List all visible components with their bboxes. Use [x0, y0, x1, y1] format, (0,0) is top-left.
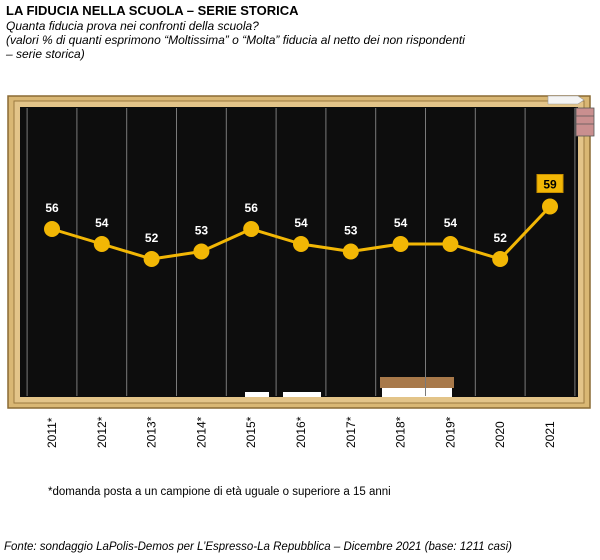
- footnote: *domanda posta a un campione di età ugua…: [48, 486, 391, 498]
- data-label-box: [536, 174, 564, 193]
- data-point: [44, 221, 60, 237]
- data-label: 53: [195, 224, 209, 238]
- chalk-piece-icon: [283, 392, 321, 397]
- subtitle-line-1: Quanta fiducia prova nei confronti della…: [6, 19, 259, 33]
- board-eraser-base-icon: [382, 388, 452, 397]
- data-label: 54: [294, 216, 308, 230]
- data-point: [492, 251, 509, 267]
- x-tick-label: 2017*: [344, 416, 358, 448]
- series-points: [44, 198, 558, 267]
- data-label: 53: [344, 224, 358, 238]
- subtitle-line-2: (valori % di quanti esprimono “Moltissim…: [6, 33, 465, 47]
- x-tick-label: 2016*: [294, 416, 308, 448]
- x-tick-label: 2021: [543, 421, 557, 448]
- data-point: [293, 236, 309, 252]
- data-label: 56: [45, 201, 59, 215]
- grid-lines: [26, 108, 576, 396]
- data-point: [342, 243, 359, 260]
- x-tick-label: 2018*: [394, 416, 408, 448]
- data-label: 56: [245, 201, 259, 215]
- blackboard: [20, 107, 578, 397]
- source-note: Fonte: sondaggio LaPolis-Demos per L’Esp…: [4, 541, 512, 553]
- data-point: [392, 236, 409, 252]
- data-point: [193, 243, 210, 260]
- x-tick-label: 2014*: [194, 416, 208, 448]
- data-label: 54: [95, 216, 109, 230]
- x-axis-ticks: 2011* 2012* 2013* 2014* 2015* 2016* 2017* 2018*…: [45, 416, 557, 448]
- data-label: 52: [494, 231, 508, 245]
- chart-title: LA FIDUCIA NELLA SCUOLA – SERIE STORICA: [6, 3, 299, 18]
- x-tick-label: 2011*: [45, 417, 59, 448]
- x-tick-label: 2013*: [145, 416, 159, 448]
- data-labels: 56 54 52 53 56 54 53 54 54 52 59: [45, 174, 564, 245]
- data-point: [442, 236, 459, 252]
- data-point: [542, 198, 558, 215]
- data-label: 59: [543, 178, 557, 192]
- data-label: 52: [145, 231, 159, 245]
- data-label: 54: [394, 216, 408, 230]
- subtitle-line-3: – serie storica): [6, 47, 85, 61]
- data-point: [243, 221, 260, 237]
- data-point: [93, 236, 110, 252]
- x-tick-label: 2015*: [244, 416, 258, 448]
- chalk-icon: [547, 95, 585, 105]
- chalk-piece-icon: [245, 392, 269, 397]
- board-eraser-icon: [380, 377, 454, 388]
- x-tick-label: 2012*: [95, 416, 109, 448]
- eraser-icon: [575, 107, 595, 137]
- data-point: [143, 251, 160, 267]
- data-label: 54: [444, 216, 458, 230]
- chart-subtitle: Quanta fiducia prova nei confronti della…: [6, 19, 566, 61]
- x-tick-label: 2020: [493, 421, 507, 448]
- x-tick-label: 2019*: [443, 416, 457, 448]
